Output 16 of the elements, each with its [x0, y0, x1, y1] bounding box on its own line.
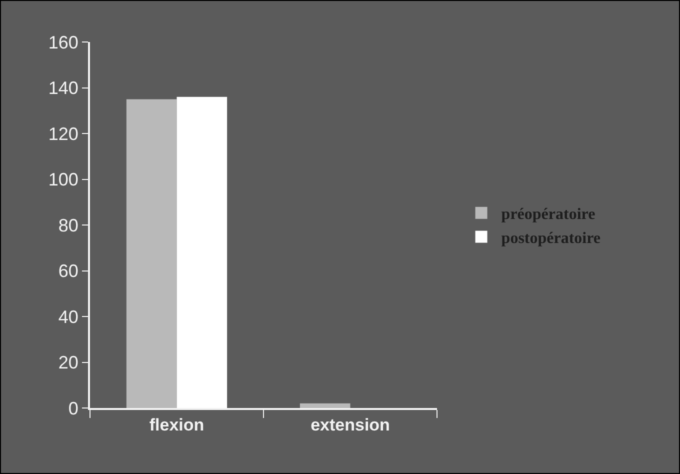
bar [176, 96, 228, 408]
y-tick-label: 20 [58, 352, 78, 373]
x-tick-label: extension [310, 415, 390, 434]
y-tick-label: 140 [48, 78, 78, 98]
bar [300, 403, 350, 408]
y-tick-label: 40 [58, 306, 78, 327]
y-tick-label: 60 [58, 261, 78, 282]
legend-label: préopératoire [501, 206, 596, 224]
y-tick-label: 160 [48, 32, 78, 52]
bar [126, 99, 177, 408]
y-tick-label: 80 [58, 215, 78, 236]
x-tick-label: flexion [149, 415, 204, 434]
y-tick-label: 0 [68, 398, 78, 418]
y-tick-label: 100 [48, 170, 78, 190]
legend-label: postopératoire [501, 230, 601, 247]
y-tick-label: 120 [48, 124, 78, 144]
